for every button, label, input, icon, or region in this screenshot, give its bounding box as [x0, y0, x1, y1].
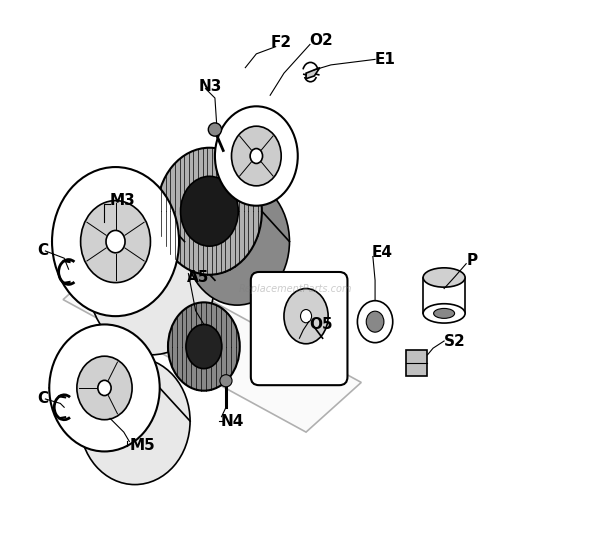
Polygon shape [63, 250, 361, 432]
Text: S2: S2 [444, 334, 466, 349]
Text: N3: N3 [198, 79, 222, 94]
Ellipse shape [423, 268, 465, 287]
Ellipse shape [168, 302, 240, 391]
Ellipse shape [88, 206, 215, 355]
Text: E1: E1 [375, 52, 396, 67]
Text: M3: M3 [110, 193, 136, 208]
Ellipse shape [358, 301, 393, 342]
Ellipse shape [106, 230, 125, 253]
Text: O2: O2 [309, 33, 333, 48]
Text: N4: N4 [221, 413, 244, 428]
Ellipse shape [185, 178, 290, 305]
Circle shape [220, 375, 232, 387]
Ellipse shape [181, 176, 238, 246]
Ellipse shape [284, 289, 328, 344]
Ellipse shape [157, 148, 262, 275]
Text: P: P [466, 254, 477, 269]
Text: F2: F2 [270, 36, 291, 51]
Ellipse shape [49, 325, 160, 451]
Ellipse shape [300, 310, 312, 323]
Text: C: C [37, 244, 48, 259]
FancyBboxPatch shape [406, 350, 427, 376]
Ellipse shape [186, 325, 222, 369]
Polygon shape [306, 68, 320, 79]
Ellipse shape [423, 304, 465, 323]
Text: C: C [37, 391, 48, 406]
Circle shape [208, 123, 222, 136]
Ellipse shape [77, 356, 132, 420]
Ellipse shape [231, 126, 281, 186]
Ellipse shape [366, 311, 384, 332]
Text: M5: M5 [129, 438, 155, 453]
Ellipse shape [52, 167, 179, 316]
FancyBboxPatch shape [251, 272, 348, 385]
Text: E4: E4 [371, 245, 392, 260]
Ellipse shape [434, 309, 454, 319]
Text: ReplacementParts.com: ReplacementParts.com [238, 284, 352, 294]
Ellipse shape [250, 149, 263, 164]
Ellipse shape [215, 107, 298, 206]
Text: O5: O5 [309, 317, 332, 332]
Ellipse shape [81, 200, 150, 282]
Text: A5: A5 [187, 270, 209, 285]
Ellipse shape [98, 380, 111, 396]
Ellipse shape [80, 357, 190, 485]
